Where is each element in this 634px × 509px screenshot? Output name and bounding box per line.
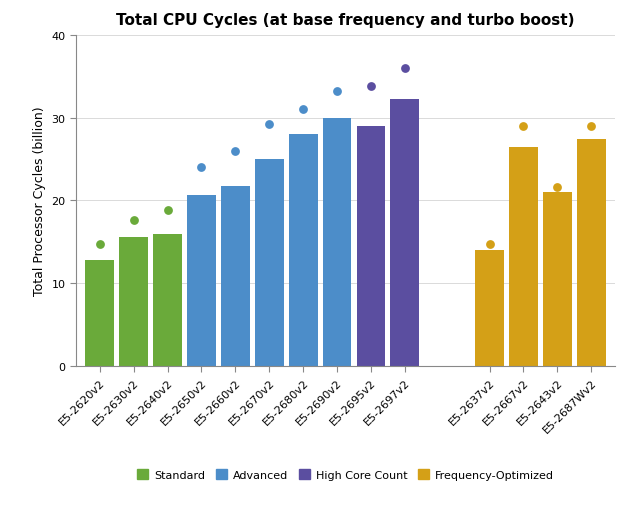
Bar (119, 237, 148, 366)
Bar (288, 135, 318, 366)
Point (162, 207, 172, 215)
Title: Total CPU Cycles (at base frequency and turbo boost): Total CPU Cycles (at base frequency and … (116, 13, 575, 27)
Point (264, 121, 275, 129)
Bar (577, 140, 605, 366)
Point (298, 106, 308, 114)
Bar (187, 196, 216, 366)
Point (332, 88, 342, 96)
Bar (543, 193, 572, 366)
Bar (153, 234, 182, 366)
Point (400, 65, 410, 73)
Bar (86, 261, 114, 366)
Point (366, 83, 376, 91)
Point (519, 123, 529, 131)
Bar (356, 127, 385, 366)
Bar (221, 186, 250, 366)
Bar (323, 118, 351, 366)
Point (129, 217, 139, 225)
Legend: Standard, Advanced, High Core Count, Frequency-Optimized: Standard, Advanced, High Core Count, Fre… (133, 465, 559, 484)
Bar (475, 250, 504, 366)
Y-axis label: Total Processor Cycles (billion): Total Processor Cycles (billion) (33, 106, 46, 296)
Point (197, 164, 207, 172)
Point (94, 240, 105, 248)
Point (552, 184, 562, 192)
Point (230, 147, 240, 155)
Point (484, 240, 495, 248)
Bar (391, 100, 419, 366)
Bar (509, 148, 538, 366)
Bar (255, 160, 283, 366)
Point (586, 123, 597, 131)
